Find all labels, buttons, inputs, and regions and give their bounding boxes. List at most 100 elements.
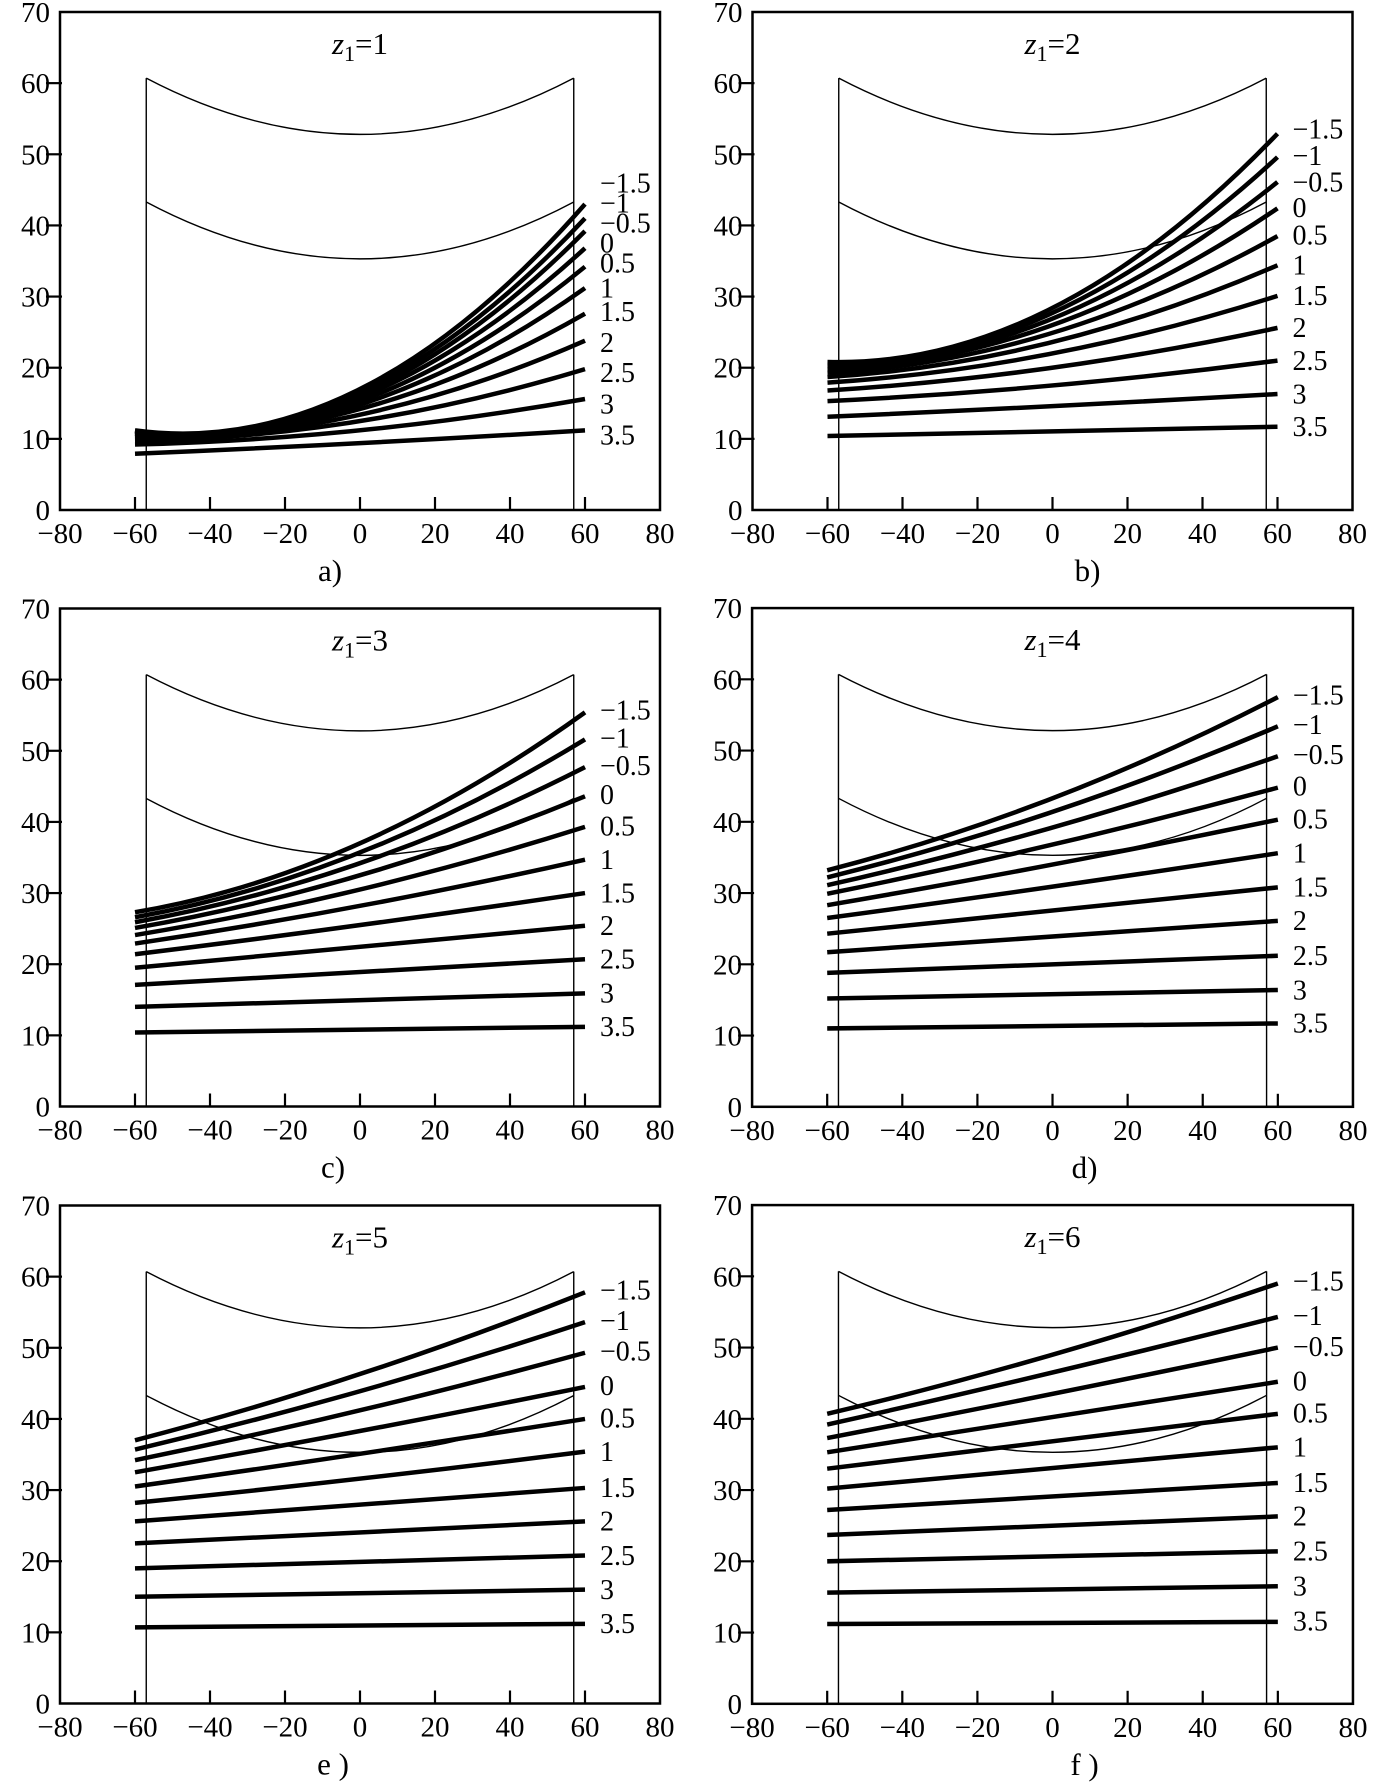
panel-title-value: =1 bbox=[355, 26, 388, 61]
y-tick-label: 60 bbox=[21, 665, 50, 697]
curve-label: 3 bbox=[1293, 975, 1307, 1006]
curve-label: 0 bbox=[600, 229, 614, 260]
y-tick-label: 30 bbox=[713, 1475, 742, 1507]
curve-label: 2 bbox=[600, 1507, 614, 1538]
curve-label: 0 bbox=[1293, 772, 1307, 803]
curve-0.5 bbox=[826, 1411, 1279, 1471]
x-tick-label: 60 bbox=[571, 1712, 600, 1744]
curve-label: 2 bbox=[1293, 906, 1307, 937]
y-tick-label: 60 bbox=[713, 664, 742, 696]
curve-2 bbox=[827, 918, 1279, 955]
curve-label: 0 bbox=[600, 780, 614, 811]
curve-label: 2.5 bbox=[600, 358, 635, 389]
y-tick-label: 0 bbox=[36, 1689, 51, 1721]
curve-label: 3 bbox=[1293, 1572, 1307, 1603]
curve-3 bbox=[827, 987, 1278, 1001]
curve-−1.5 bbox=[134, 1290, 586, 1443]
curve-label: −0.5 bbox=[600, 209, 651, 240]
curve-2.5 bbox=[134, 956, 586, 988]
curve-label: 2.5 bbox=[1293, 1537, 1328, 1568]
curve-3 bbox=[134, 1587, 586, 1600]
curve-2.5 bbox=[134, 1553, 586, 1571]
y-tick-label: 10 bbox=[21, 424, 50, 456]
panel-title-symbol: z bbox=[331, 26, 344, 61]
envelope-lower-curve bbox=[838, 201, 1267, 260]
curve-2 bbox=[827, 325, 1278, 393]
curve-−0.5 bbox=[134, 1350, 586, 1463]
y-tick-label: 70 bbox=[714, 0, 743, 29]
x-tick-label: 60 bbox=[571, 518, 600, 550]
curve-2.5 bbox=[827, 1549, 1278, 1564]
curve-label: 1 bbox=[600, 273, 614, 304]
x-tick-label: −80 bbox=[37, 1712, 82, 1744]
curve-−1 bbox=[134, 1320, 586, 1452]
curve-label: −0.5 bbox=[1293, 167, 1344, 198]
panel-cell-a: −80 −60 −40 −20 0 20 40 60 80 0 10 20 30 40 50 60 70 −1.5… bbox=[0, 0, 692, 596]
x-tick-label: −20 bbox=[262, 1712, 307, 1744]
curve-label: −1 bbox=[1293, 141, 1323, 172]
envelope-lower-curve bbox=[145, 201, 575, 260]
x-tick-label: 40 bbox=[496, 518, 525, 550]
y-tick-label: 40 bbox=[713, 807, 742, 839]
curve-label: 0 bbox=[1293, 193, 1307, 224]
y-tick-label: 10 bbox=[713, 1618, 742, 1650]
x-tick-label: 80 bbox=[646, 1712, 675, 1744]
y-tick-label: 50 bbox=[713, 1333, 742, 1365]
y-tick-label: 50 bbox=[21, 1333, 50, 1365]
curve-label: 2.5 bbox=[1293, 941, 1328, 972]
curve-label: −0.5 bbox=[600, 1337, 651, 1368]
x-tick-label: −80 bbox=[729, 1712, 774, 1744]
curve-label: 0.5 bbox=[600, 811, 635, 842]
x-tick-label: 0 bbox=[1045, 1712, 1060, 1744]
panel-title-symbol: z bbox=[1023, 26, 1036, 61]
y-tick-label: 60 bbox=[21, 68, 50, 100]
curve-label: 1.5 bbox=[600, 297, 635, 328]
x-tick-label: 0 bbox=[353, 1115, 368, 1147]
x-tick-label: −40 bbox=[880, 1115, 925, 1147]
panel-title-value: =4 bbox=[1048, 622, 1082, 657]
curve-label: 1 bbox=[1293, 1433, 1307, 1464]
curve-label: −1 bbox=[600, 189, 630, 220]
x-tick-label: 60 bbox=[1263, 1712, 1292, 1744]
curve-3.5 bbox=[134, 1024, 586, 1035]
panel-letter: a) bbox=[318, 553, 342, 588]
y-tick-label: 20 bbox=[713, 949, 742, 981]
x-tick-label: −20 bbox=[955, 1712, 1000, 1744]
curve-label: 3.5 bbox=[1293, 412, 1328, 443]
chart-panel-5: −80 −60 −40 −20 0 20 40 60 80010203040506070−1.5… bbox=[21, 1193, 675, 1782]
y-tick-label: 70 bbox=[713, 1193, 742, 1222]
curve-0 bbox=[826, 1379, 1279, 1455]
curve-3 bbox=[134, 991, 586, 1010]
y-tick-label: 0 bbox=[36, 495, 51, 527]
curve-1 bbox=[827, 263, 1279, 380]
curve-label: 2.5 bbox=[600, 945, 635, 976]
curve-label: 1.5 bbox=[1293, 1468, 1328, 1499]
curve-label: −0.5 bbox=[1293, 1332, 1344, 1363]
y-tick-label: 10 bbox=[713, 1021, 742, 1053]
y-tick-label: 0 bbox=[728, 1092, 743, 1124]
panel-cell-e: −80 −60 −40 −20 0 20 40 60 80 0 10 20 30 40 50 60 70 −1.5… bbox=[0, 1193, 692, 1790]
x-tick-label: −20 bbox=[262, 518, 307, 550]
panel-letter: e ) bbox=[317, 1747, 349, 1782]
curve-−0.5 bbox=[827, 180, 1279, 369]
curve-label: −1.5 bbox=[600, 169, 651, 200]
curve-label: 0.5 bbox=[1293, 1398, 1328, 1429]
x-tick-label: 20 bbox=[421, 1115, 450, 1147]
panel-title: z1=6 bbox=[1023, 1219, 1080, 1259]
panel-letter: d) bbox=[1072, 1150, 1098, 1185]
curve-−1 bbox=[134, 737, 587, 920]
curve-0 bbox=[134, 794, 586, 931]
x-tick-label: −80 bbox=[37, 1115, 82, 1147]
x-tick-label: 20 bbox=[1113, 1115, 1142, 1147]
curve-2.5 bbox=[827, 358, 1278, 404]
curve-label: −0.5 bbox=[1293, 740, 1344, 771]
panel-title-symbol: z bbox=[331, 623, 344, 658]
curve-label: 2 bbox=[600, 911, 614, 942]
panel-title-subscript: 1 bbox=[1037, 637, 1048, 662]
curve-3 bbox=[827, 1583, 1278, 1595]
y-tick-label: 20 bbox=[714, 353, 743, 385]
curve-label: 1 bbox=[1293, 251, 1307, 282]
x-tick-label: 0 bbox=[353, 1712, 368, 1744]
x-tick-label: −40 bbox=[187, 1115, 232, 1147]
